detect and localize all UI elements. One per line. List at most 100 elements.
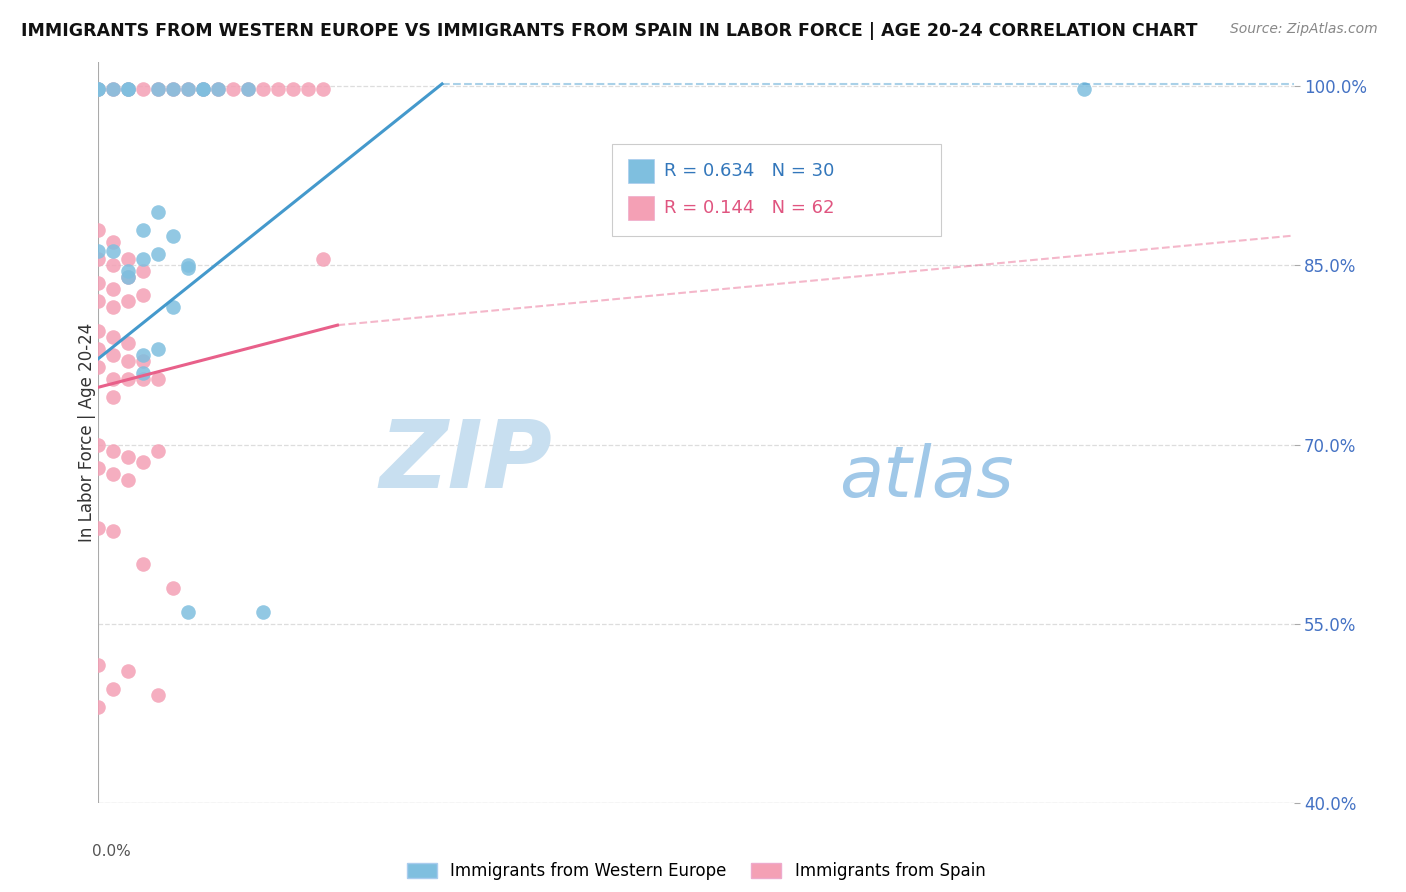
Point <box>103 390 125 404</box>
Point <box>148 204 170 219</box>
Point <box>87 359 110 374</box>
Point <box>117 270 139 285</box>
Point <box>132 366 155 380</box>
Point <box>132 264 155 278</box>
Point <box>117 450 139 464</box>
Point <box>103 372 125 386</box>
Point <box>162 81 184 95</box>
Point <box>281 81 304 95</box>
Point <box>297 81 319 95</box>
Point <box>311 252 333 267</box>
Point <box>87 437 110 451</box>
Point <box>87 700 110 714</box>
Point <box>87 324 110 338</box>
Point <box>148 81 170 95</box>
Point <box>177 259 200 273</box>
Point <box>132 252 155 267</box>
Point <box>191 81 214 95</box>
Text: IMMIGRANTS FROM WESTERN EUROPE VS IMMIGRANTS FROM SPAIN IN LABOR FORCE | AGE 20-: IMMIGRANTS FROM WESTERN EUROPE VS IMMIGR… <box>21 22 1198 40</box>
Point <box>117 270 139 285</box>
Bar <box>628 160 654 183</box>
Point <box>132 348 155 362</box>
Point <box>87 342 110 356</box>
Point <box>132 222 155 236</box>
Point <box>162 300 184 314</box>
Point <box>87 521 110 535</box>
Point <box>87 461 110 475</box>
Text: R = 0.144   N = 62: R = 0.144 N = 62 <box>664 199 834 218</box>
Point <box>191 81 214 95</box>
Point <box>148 246 170 260</box>
Point <box>148 372 170 386</box>
Point <box>222 81 245 95</box>
Point <box>236 81 259 95</box>
Point <box>267 81 290 95</box>
Point <box>103 244 125 259</box>
Point <box>117 252 139 267</box>
Point <box>103 348 125 362</box>
Point <box>162 81 184 95</box>
Point <box>117 81 139 95</box>
Point <box>103 300 125 314</box>
Point <box>132 81 155 95</box>
Point <box>117 81 139 95</box>
Point <box>87 222 110 236</box>
Point <box>207 81 229 95</box>
FancyBboxPatch shape <box>613 144 941 236</box>
Point <box>1073 81 1095 95</box>
Point <box>132 557 155 571</box>
Point <box>162 228 184 243</box>
Point <box>148 443 170 458</box>
Point <box>177 605 200 619</box>
Point <box>117 264 139 278</box>
Point <box>236 81 259 95</box>
Point <box>252 81 274 95</box>
Point <box>132 288 155 302</box>
Point <box>103 524 125 538</box>
Text: ZIP: ZIP <box>380 417 553 508</box>
Point <box>87 252 110 267</box>
Point <box>117 372 139 386</box>
Bar <box>628 196 654 220</box>
Point <box>132 372 155 386</box>
Point <box>103 443 125 458</box>
Point <box>132 354 155 368</box>
Point <box>177 260 200 275</box>
Point <box>87 81 110 95</box>
Point <box>117 81 139 95</box>
Point <box>103 81 125 95</box>
Point <box>103 235 125 249</box>
Point <box>117 665 139 679</box>
Point <box>87 81 110 95</box>
Point <box>162 581 184 595</box>
Point <box>117 336 139 351</box>
Point <box>191 81 214 95</box>
Point <box>103 682 125 697</box>
Point <box>87 244 110 259</box>
Point <box>87 658 110 673</box>
Point <box>117 294 139 309</box>
Point <box>103 467 125 482</box>
Point <box>177 81 200 95</box>
Point <box>103 81 125 95</box>
Point <box>207 81 229 95</box>
Legend: Immigrants from Western Europe, Immigrants from Spain: Immigrants from Western Europe, Immigran… <box>399 855 993 887</box>
Point <box>148 689 170 703</box>
Point <box>117 474 139 488</box>
Point <box>148 342 170 356</box>
Point <box>103 259 125 273</box>
Point <box>87 81 110 95</box>
Y-axis label: In Labor Force | Age 20-24: In Labor Force | Age 20-24 <box>79 323 96 542</box>
Point <box>87 277 110 291</box>
Point <box>177 81 200 95</box>
Point <box>87 294 110 309</box>
Point <box>103 282 125 296</box>
Text: 0.0%: 0.0% <box>93 844 131 858</box>
Point <box>311 81 333 95</box>
Text: atlas: atlas <box>839 442 1014 511</box>
Text: Source: ZipAtlas.com: Source: ZipAtlas.com <box>1230 22 1378 37</box>
Point <box>132 455 155 469</box>
Point <box>117 354 139 368</box>
Point <box>148 81 170 95</box>
Point <box>103 330 125 344</box>
